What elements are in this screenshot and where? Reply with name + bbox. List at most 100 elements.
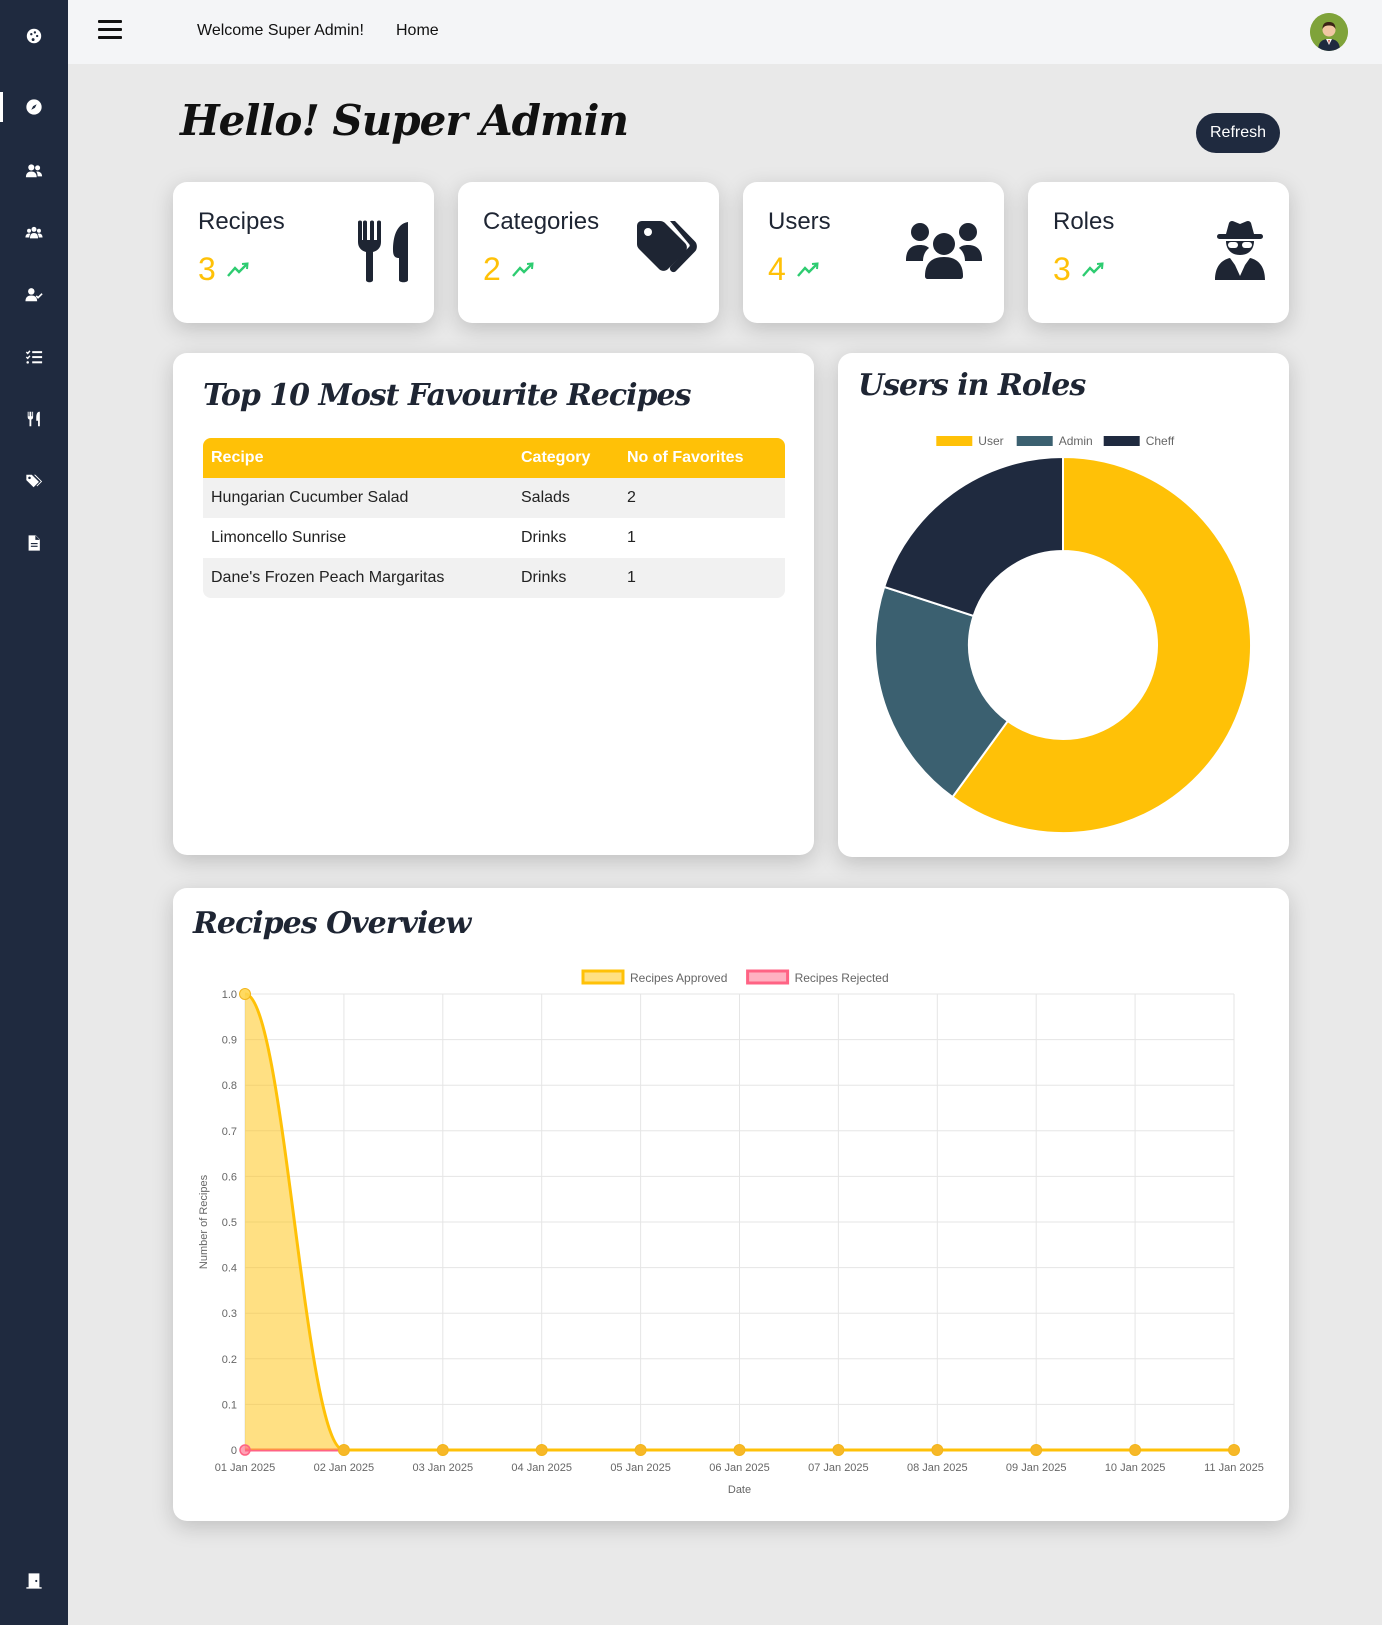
table-row: Hungarian Cucumber Salad Salads 2	[203, 478, 785, 518]
data-point-approved	[733, 1444, 746, 1456]
y-tick-label: 0.5	[222, 1217, 237, 1229]
recipe-cell: Dane's Frozen Peach Margaritas	[203, 558, 513, 598]
column-header: No of Favorites	[619, 438, 785, 478]
data-point-approved	[535, 1444, 548, 1456]
stat-value: 4	[768, 251, 786, 287]
y-tick-label: 0.2	[222, 1354, 237, 1366]
tags-icon	[637, 221, 697, 273]
tags-icon	[26, 474, 43, 488]
legend-label: Recipes Rejected	[795, 971, 889, 985]
data-point-approved	[337, 1444, 350, 1456]
recipes-overview-chart: Recipes Approved Recipes Rejected 0 0.1 0.2 0…	[198, 969, 1264, 1496]
sidebar-item-user-groups[interactable]	[0, 216, 68, 250]
doughnut-slice-cheff	[882, 455, 1064, 618]
favorites-table: Recipe Category No of Favorites Hungaria…	[203, 438, 785, 598]
doughnut-slice-admin	[874, 585, 1010, 799]
user-group-icon	[25, 226, 43, 239]
sidebar-item-recipes[interactable]	[0, 402, 68, 436]
trend-up-icon	[1082, 262, 1104, 277]
legend-label: Recipes Approved	[630, 971, 727, 985]
data-point-approved	[1030, 1444, 1043, 1456]
data-point-approved	[239, 988, 251, 1000]
stat-card-recipes: Recipes 3	[173, 182, 434, 323]
legend-swatch	[1103, 436, 1140, 446]
category-cell: Drinks	[513, 558, 619, 598]
panel-title: Top 10 Most Favourite Recipes	[203, 378, 691, 413]
legend-swatch	[581, 969, 625, 985]
trend-up-icon	[797, 262, 819, 277]
stat-card-roles: Roles 3	[1028, 182, 1289, 323]
y-tick-label: 0.9	[222, 1035, 237, 1047]
trend-up-icon	[227, 262, 249, 277]
sidebar-item-users[interactable]	[0, 154, 68, 188]
x-tick-label: 03 Jan 2025	[413, 1462, 474, 1474]
overview-panel: Recipes Overview Recipes Approved Recipes…	[173, 888, 1289, 1521]
favorites-panel: Top 10 Most Favourite Recipes Recipe Cat…	[173, 353, 814, 855]
stat-card-users: Users 4	[743, 182, 1004, 323]
avatar-icon	[1310, 13, 1348, 51]
series-line-approved	[244, 992, 1234, 1452]
y-tick-label: 0.4	[222, 1263, 237, 1275]
x-tick-label: 06 Jan 2025	[709, 1462, 770, 1474]
recipe-cell: Hungarian Cucumber Salad	[203, 478, 513, 518]
x-tick-label: 09 Jan 2025	[1006, 1462, 1067, 1474]
y-tick-label: 0.3	[222, 1308, 237, 1320]
welcome-text: Welcome Super Admin!	[197, 22, 364, 39]
file-icon	[28, 535, 40, 551]
logout-button[interactable]	[0, 1564, 68, 1598]
y-tick-label: 0.7	[222, 1126, 237, 1138]
roles-panel: Users in Roles User Admin Cheff	[838, 353, 1289, 857]
data-point-approved	[436, 1444, 449, 1456]
user-secret-icon	[1215, 221, 1265, 280]
data-point-approved	[832, 1444, 845, 1456]
hamburger-icon	[98, 20, 122, 23]
legend-label: Admin	[1059, 434, 1093, 448]
stat-label: Users	[768, 208, 831, 235]
favorites-count-cell: 1	[627, 529, 636, 546]
page-greeting: Hello! Super Admin	[180, 96, 629, 145]
table-row: Limoncello Sunrise Drinks 1	[203, 518, 785, 558]
user-avatar[interactable]	[1310, 13, 1348, 51]
sidebar-item-dashboard[interactable]	[0, 90, 68, 124]
stat-value: 2	[483, 251, 501, 287]
legend-swatch	[746, 969, 790, 985]
category-cell: Salads	[513, 478, 619, 518]
compass-icon	[26, 99, 42, 115]
y-tick-label: 1.0	[222, 989, 237, 1001]
y-axis-title: Number of Recipes	[198, 1174, 210, 1269]
favorites-count-cell: 2	[619, 478, 785, 518]
user-check-icon	[25, 288, 43, 302]
legend-swatch	[1016, 436, 1053, 446]
data-point-rejected	[239, 1444, 251, 1456]
column-header: Recipe	[203, 438, 513, 478]
sidebar-item-reports[interactable]	[0, 526, 68, 560]
column-header: Category	[513, 438, 619, 478]
menu-toggle-button[interactable]	[98, 20, 122, 44]
data-point-approved	[1129, 1444, 1142, 1456]
x-tick-label: 11 Jan 2025	[1204, 1462, 1264, 1474]
sidebar	[0, 0, 68, 1625]
stat-label: Recipes	[198, 208, 285, 235]
x-tick-label: 05 Jan 2025	[610, 1462, 671, 1474]
stat-card-categories: Categories 2	[458, 182, 719, 323]
utensils-icon	[27, 411, 40, 427]
top-bar: Welcome Super Admin! Home	[68, 0, 1382, 64]
y-tick-label: 0.1	[222, 1399, 237, 1411]
legend-label: User	[978, 434, 1003, 448]
refresh-button[interactable]: Refresh	[1196, 113, 1280, 153]
users-icon	[906, 223, 982, 279]
sidebar-item-categories[interactable]	[0, 464, 68, 498]
palette-icon	[26, 28, 42, 44]
sidebar-item-tasks[interactable]	[0, 340, 68, 374]
door-exit-icon	[26, 1573, 42, 1589]
recipe-cell: Limoncello Sunrise	[211, 529, 347, 546]
x-axis-title: Date	[728, 1484, 751, 1496]
doughnut-slice-user	[951, 455, 1252, 834]
utensils-icon	[358, 220, 408, 283]
sidebar-item-user-approvals[interactable]	[0, 278, 68, 312]
category-cell: Drinks	[521, 529, 567, 546]
sidebar-item-themes[interactable]	[0, 19, 68, 53]
x-tick-label: 07 Jan 2025	[808, 1462, 869, 1474]
y-tick-label: 0	[231, 1445, 237, 1457]
home-link[interactable]: Home	[396, 22, 439, 39]
